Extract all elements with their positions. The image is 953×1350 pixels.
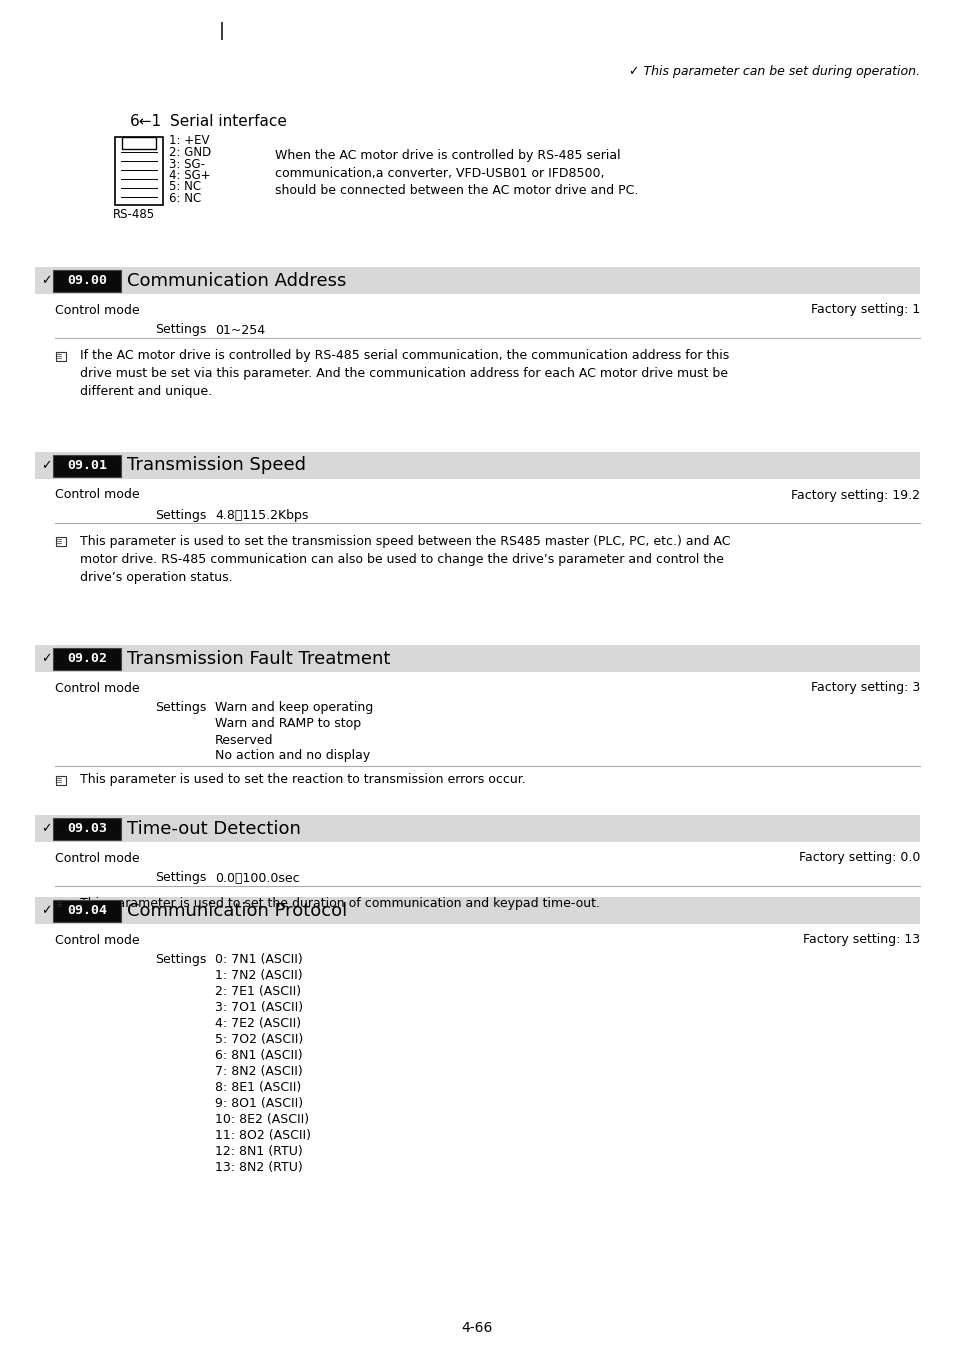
Text: Factory setting: 1: Factory setting: 1 <box>810 304 919 316</box>
Bar <box>35 452 919 479</box>
Text: 13: 8N2 (RTU): 13: 8N2 (RTU) <box>214 1161 302 1174</box>
Text: 11: 8O2 (ASCII): 11: 8O2 (ASCII) <box>214 1130 311 1142</box>
Text: This parameter is used to set the reaction to transmission errors occur.: This parameter is used to set the reacti… <box>80 774 525 787</box>
Bar <box>122 136 156 148</box>
Text: drive’s operation status.: drive’s operation status. <box>80 571 233 583</box>
Text: 5: NC: 5: NC <box>169 181 201 193</box>
Bar <box>115 136 163 205</box>
Text: Settings: Settings <box>154 872 206 884</box>
Text: Factory setting: 13: Factory setting: 13 <box>802 933 919 946</box>
Text: 4.8～115.2Kbps: 4.8～115.2Kbps <box>214 509 308 521</box>
Bar <box>35 645 919 672</box>
Text: Serial interface: Serial interface <box>170 115 287 130</box>
Text: 6: 8N1 (ASCII): 6: 8N1 (ASCII) <box>214 1049 302 1062</box>
Text: 6←1: 6←1 <box>130 115 162 130</box>
Text: 2: 7E1 (ASCII): 2: 7E1 (ASCII) <box>214 986 301 999</box>
Text: 3: 7O1 (ASCII): 3: 7O1 (ASCII) <box>214 1002 303 1014</box>
Bar <box>35 267 919 294</box>
Text: Communication Address: Communication Address <box>127 271 346 289</box>
Text: 4: SG+: 4: SG+ <box>169 169 211 182</box>
Text: Settings: Settings <box>154 324 206 336</box>
Bar <box>35 815 919 842</box>
Text: 3: SG-: 3: SG- <box>169 158 205 170</box>
Text: 2: GND: 2: GND <box>169 146 211 159</box>
Text: 0: 7N1 (ASCII): 0: 7N1 (ASCII) <box>214 953 302 967</box>
Text: 1: +EV: 1: +EV <box>169 135 210 147</box>
Text: 1: 7N2 (ASCII): 1: 7N2 (ASCII) <box>214 969 302 983</box>
Text: When the AC motor drive is controlled by RS-485 serial: When the AC motor drive is controlled by… <box>274 148 620 162</box>
Text: 09.04: 09.04 <box>67 904 107 917</box>
Bar <box>53 270 121 292</box>
Text: 6: NC: 6: NC <box>169 192 201 205</box>
Text: 01~254: 01~254 <box>214 324 265 336</box>
Text: Control mode: Control mode <box>55 852 139 864</box>
Text: No action and no display: No action and no display <box>214 749 370 763</box>
Text: Warn and keep operating: Warn and keep operating <box>214 702 373 714</box>
Text: This parameter is used to set the duration of communication and keypad time-out.: This parameter is used to set the durati… <box>80 898 599 910</box>
Bar <box>56 536 66 545</box>
Text: This parameter is used to set the transmission speed between the RS485 master (P: This parameter is used to set the transm… <box>80 535 730 548</box>
Text: Control mode: Control mode <box>55 489 139 501</box>
Text: Control mode: Control mode <box>55 933 139 946</box>
Text: 7: 8N2 (ASCII): 7: 8N2 (ASCII) <box>214 1065 302 1079</box>
Bar <box>56 351 66 360</box>
Text: ✓: ✓ <box>41 904 51 917</box>
Text: different and unique.: different and unique. <box>80 386 212 398</box>
Text: Factory setting: 0.0: Factory setting: 0.0 <box>798 852 919 864</box>
Text: ✓: ✓ <box>41 459 51 472</box>
Text: 09.00: 09.00 <box>67 274 107 288</box>
Text: Factory setting: 19.2: Factory setting: 19.2 <box>790 489 919 501</box>
Text: ✓: ✓ <box>41 652 51 666</box>
Text: Control mode: Control mode <box>55 304 139 316</box>
Text: |: | <box>219 22 225 40</box>
Bar <box>53 899 121 922</box>
Text: If the AC motor drive is controlled by RS-485 serial communication, the communic: If the AC motor drive is controlled by R… <box>80 350 728 363</box>
Text: Reserved: Reserved <box>214 733 274 747</box>
Bar <box>53 818 121 840</box>
Text: 4-66: 4-66 <box>461 1322 492 1335</box>
Text: ✓: ✓ <box>41 274 51 288</box>
Text: 10: 8E2 (ASCII): 10: 8E2 (ASCII) <box>214 1114 309 1126</box>
Text: RS-485: RS-485 <box>112 208 155 221</box>
Text: 09.03: 09.03 <box>67 822 107 836</box>
Text: Communication Protocol: Communication Protocol <box>127 902 347 919</box>
Text: 4: 7E2 (ASCII): 4: 7E2 (ASCII) <box>214 1018 301 1030</box>
Text: Time-out Detection: Time-out Detection <box>127 819 300 837</box>
Text: Settings: Settings <box>154 509 206 521</box>
Text: ✓: ✓ <box>41 822 51 836</box>
Text: ✓ This parameter can be set during operation.: ✓ This parameter can be set during opera… <box>628 66 919 78</box>
Text: 09.02: 09.02 <box>67 652 107 666</box>
Bar <box>56 899 66 909</box>
Text: Factory setting: 3: Factory setting: 3 <box>810 682 919 694</box>
Text: 9: 8O1 (ASCII): 9: 8O1 (ASCII) <box>214 1098 303 1111</box>
Text: 09.01: 09.01 <box>67 459 107 472</box>
Text: 12: 8N1 (RTU): 12: 8N1 (RTU) <box>214 1146 302 1158</box>
Text: Settings: Settings <box>154 953 206 967</box>
Text: Transmission Fault Treatment: Transmission Fault Treatment <box>127 649 390 667</box>
Bar <box>53 648 121 670</box>
Text: Control mode: Control mode <box>55 682 139 694</box>
Text: communication,a converter, VFD-USB01 or IFD8500,: communication,a converter, VFD-USB01 or … <box>274 166 604 180</box>
Text: drive must be set via this parameter. And the communication address for each AC : drive must be set via this parameter. An… <box>80 367 727 381</box>
Bar <box>35 896 919 923</box>
Text: Warn and RAMP to stop: Warn and RAMP to stop <box>214 717 361 730</box>
Text: 0.0～100.0sec: 0.0～100.0sec <box>214 872 299 884</box>
Text: motor drive. RS-485 communication can also be used to change the drive’s paramet: motor drive. RS-485 communication can al… <box>80 552 723 566</box>
Bar <box>56 775 66 784</box>
Text: 8: 8E1 (ASCII): 8: 8E1 (ASCII) <box>214 1081 301 1095</box>
Text: Transmission Speed: Transmission Speed <box>127 456 306 474</box>
Bar <box>53 455 121 477</box>
Text: Settings: Settings <box>154 702 206 714</box>
Text: should be connected between the AC motor drive and PC.: should be connected between the AC motor… <box>274 185 638 197</box>
Text: 5: 7O2 (ASCII): 5: 7O2 (ASCII) <box>214 1034 303 1046</box>
